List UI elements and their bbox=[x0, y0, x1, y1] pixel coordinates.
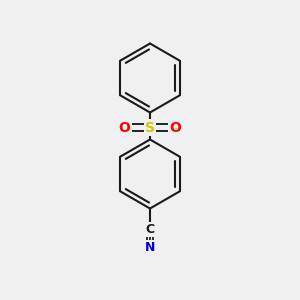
Text: N: N bbox=[145, 241, 155, 254]
Text: O: O bbox=[118, 121, 130, 134]
Text: S: S bbox=[145, 121, 155, 134]
Text: O: O bbox=[169, 121, 181, 134]
Text: C: C bbox=[146, 223, 154, 236]
